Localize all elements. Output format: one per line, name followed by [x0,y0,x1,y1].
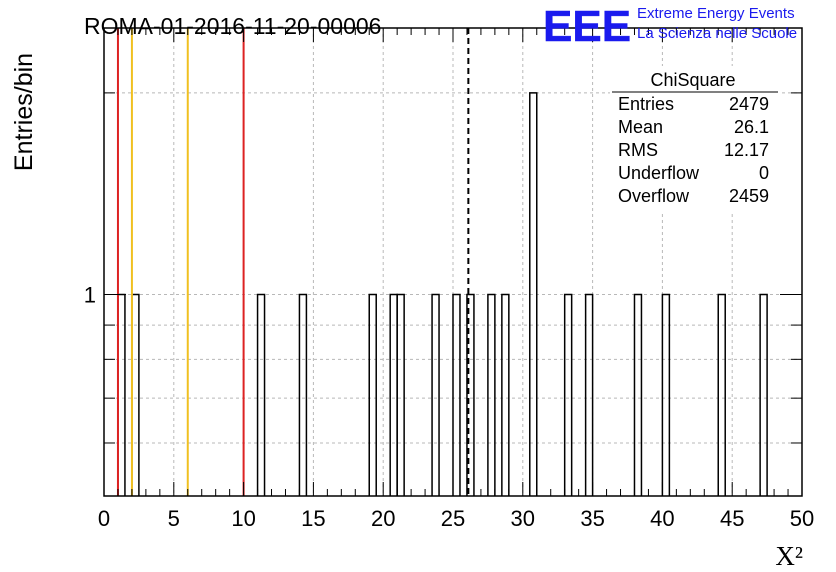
stats-row-label: Underflow [618,163,700,183]
x-tick-label: 15 [301,506,325,531]
histogram-bar [298,293,308,496]
stats-row-value: 2459 [729,186,769,206]
histogram-bar [368,293,377,496]
x-tick-label: 0 [98,506,110,531]
histogram-bar [759,293,768,496]
histogram-bar [452,293,461,496]
x-tick-label: 50 [790,506,814,531]
y-tick-label: 1 [84,282,96,307]
reference-lines [116,28,470,496]
x-tick-label: 45 [720,506,744,531]
histogram-bar [717,293,726,496]
y-axis-label: Entries/bin [10,53,38,171]
stats-row-value: 12.17 [724,140,769,160]
histogram-bar [431,293,440,496]
axis-ticks: 0 5 10 15 20 25 30 35 40 45 50 1 [84,28,814,531]
x-tick-label: 20 [371,506,395,531]
histogram-bar [501,293,510,496]
x-tick-label: 25 [441,506,465,531]
histogram-bar [633,293,643,496]
stats-box: ChiSquare Entries 2479 Mean 26.1 RMS 12.17 Und… [610,66,780,212]
stats-row-value: 0 [759,163,769,183]
histogram-bar [584,293,594,496]
logo-line-2: La Scienza nelle Scuole [637,25,797,42]
stats-box-background [610,66,780,212]
logo-line-1: Extreme Energy Events [637,5,795,22]
histogram-bar [661,293,671,496]
stats-row-value: 26.1 [734,117,769,137]
eee-logo: EEE Extreme Energy Events La Scienza nel… [543,2,797,52]
stats-row-label: Overflow [618,186,690,206]
histogram-bar [256,293,266,496]
x-tick-label: 10 [231,506,255,531]
histogram-bar [487,293,496,496]
stats-row-value: 2479 [729,94,769,114]
histogram-bar [563,293,573,496]
stats-row-label: Mean [618,117,663,137]
eee-logo-letters: EEE [543,2,631,51]
stats-box-title: ChiSquare [650,70,735,90]
x-tick-label: 30 [511,506,535,531]
x-axis-label: X² [775,541,803,571]
histogram-bar [396,293,405,496]
x-tick-label: 5 [168,506,180,531]
chart-title: ROMA-01-2016-11-20-00006 [84,13,381,39]
histogram-bar [529,92,538,496]
stats-row-label: Entries [618,94,674,114]
x-tick-label: 35 [580,506,604,531]
histogram-bar [466,293,475,496]
x-tick-label: 40 [650,506,674,531]
stats-row-label: RMS [618,140,658,160]
